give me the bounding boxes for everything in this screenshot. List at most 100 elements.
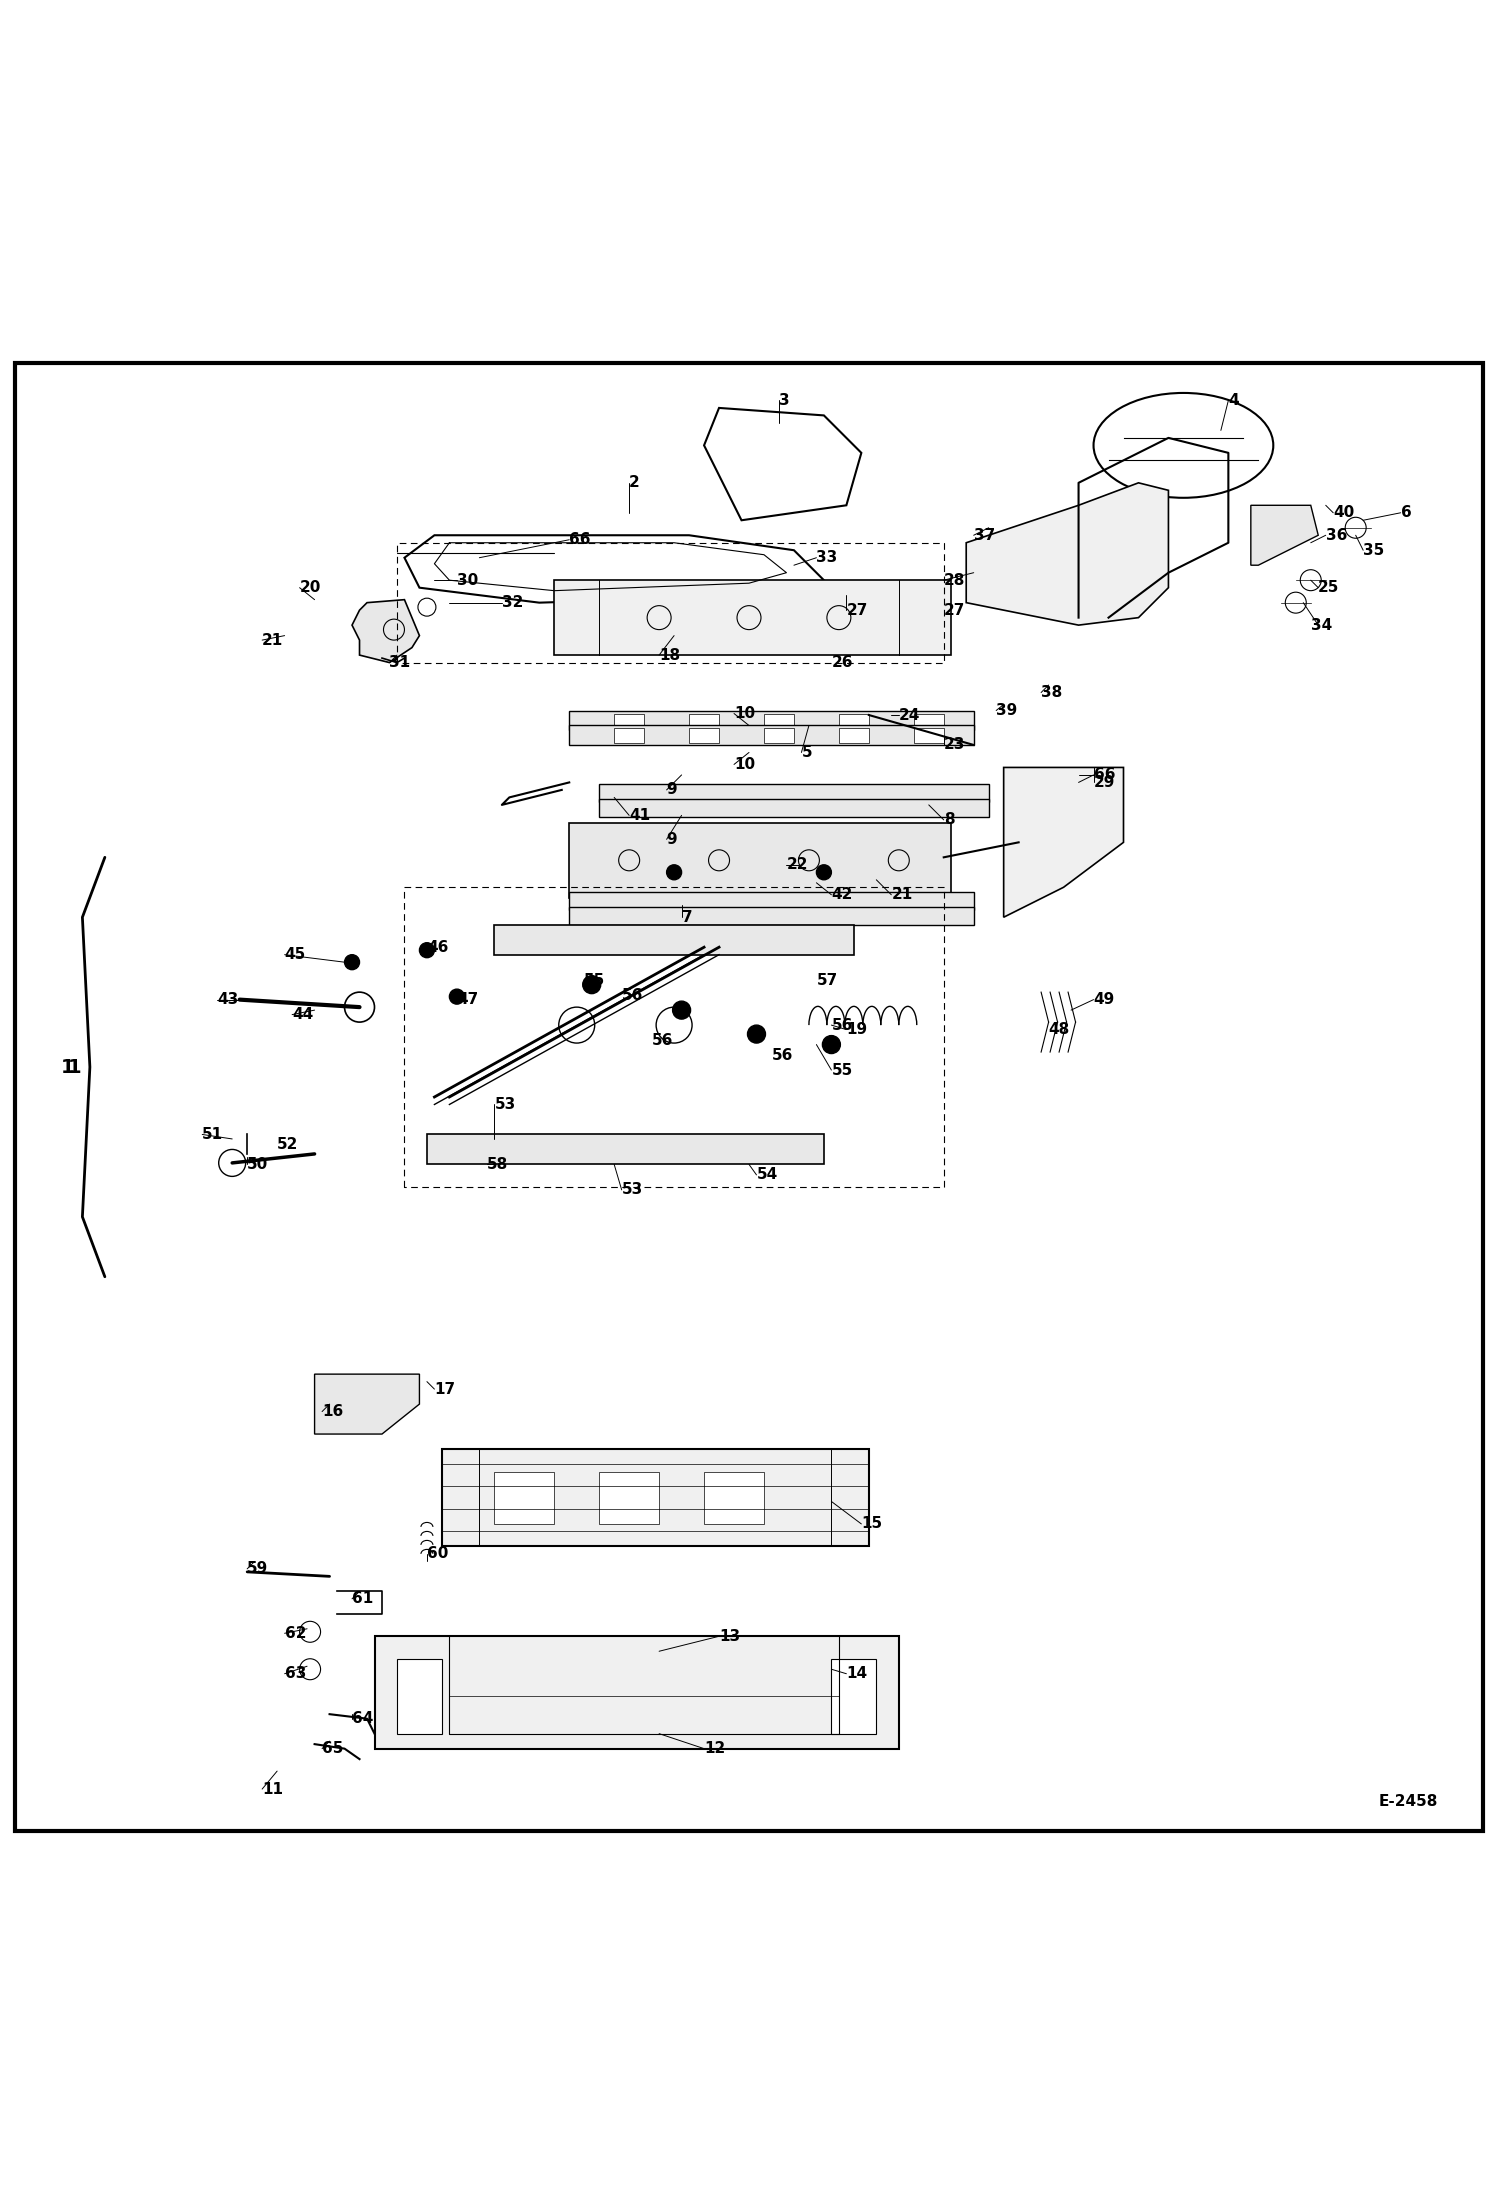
Text: 9: 9 [667, 832, 677, 847]
FancyBboxPatch shape [614, 728, 644, 744]
FancyBboxPatch shape [839, 713, 869, 728]
FancyBboxPatch shape [689, 713, 719, 728]
Circle shape [667, 864, 682, 880]
Polygon shape [966, 483, 1168, 625]
Circle shape [419, 943, 434, 959]
Text: 26: 26 [831, 656, 852, 669]
FancyBboxPatch shape [599, 1472, 659, 1525]
Text: 29: 29 [1094, 774, 1115, 790]
Polygon shape [704, 408, 861, 520]
Polygon shape [599, 799, 989, 816]
Text: 2: 2 [629, 476, 640, 489]
Circle shape [449, 989, 464, 1005]
Text: 22: 22 [786, 858, 807, 873]
Text: 50: 50 [247, 1156, 268, 1172]
Text: 37: 37 [974, 529, 995, 542]
Text: 57: 57 [816, 972, 837, 987]
Polygon shape [352, 599, 419, 663]
Text: 45: 45 [285, 948, 306, 963]
Text: 33: 33 [816, 551, 837, 566]
Text: 60: 60 [427, 1547, 448, 1562]
Text: 36: 36 [1326, 529, 1347, 542]
Text: 66: 66 [569, 533, 590, 546]
Text: 13: 13 [719, 1628, 740, 1643]
Polygon shape [569, 906, 974, 924]
Polygon shape [442, 1448, 869, 1547]
FancyBboxPatch shape [839, 728, 869, 744]
Circle shape [822, 1036, 840, 1053]
Text: 49: 49 [1094, 992, 1115, 1007]
Polygon shape [494, 924, 854, 954]
Text: 53: 53 [622, 1183, 643, 1198]
Text: 1: 1 [60, 1058, 75, 1077]
Text: 28: 28 [944, 573, 965, 588]
Circle shape [748, 1025, 765, 1042]
Text: 15: 15 [861, 1516, 882, 1531]
Text: 62: 62 [285, 1626, 306, 1641]
Polygon shape [1251, 505, 1318, 566]
Polygon shape [374, 1637, 899, 1749]
Text: 21: 21 [262, 632, 283, 647]
Text: 34: 34 [1311, 619, 1332, 632]
Text: 3: 3 [779, 393, 789, 408]
Text: 23: 23 [944, 737, 965, 753]
FancyBboxPatch shape [764, 728, 794, 744]
Ellipse shape [1094, 393, 1273, 498]
Circle shape [345, 954, 360, 970]
Text: 48: 48 [1049, 1022, 1070, 1038]
Text: 55: 55 [831, 1062, 852, 1077]
FancyBboxPatch shape [831, 1659, 876, 1733]
Text: 16: 16 [322, 1404, 343, 1420]
Text: 6: 6 [1401, 505, 1411, 520]
Text: 25: 25 [1318, 579, 1339, 595]
Circle shape [656, 1007, 692, 1042]
Polygon shape [1004, 768, 1124, 917]
Text: 7: 7 [682, 911, 692, 924]
Text: 46: 46 [427, 939, 448, 954]
FancyBboxPatch shape [494, 1472, 554, 1525]
Text: E-2458: E-2458 [1378, 1792, 1438, 1808]
Text: 59: 59 [247, 1562, 268, 1575]
Text: 65: 65 [322, 1742, 343, 1755]
Polygon shape [427, 1134, 824, 1165]
FancyBboxPatch shape [397, 1659, 442, 1733]
Text: 14: 14 [846, 1665, 867, 1681]
Text: 53: 53 [494, 1097, 515, 1112]
Text: 11: 11 [262, 1782, 283, 1797]
Text: 10: 10 [734, 757, 755, 772]
FancyBboxPatch shape [704, 1472, 764, 1525]
Text: 54: 54 [756, 1167, 777, 1183]
Text: 20: 20 [300, 579, 321, 595]
Text: 63: 63 [285, 1665, 306, 1681]
Text: 51: 51 [202, 1128, 223, 1141]
Text: 47: 47 [457, 992, 478, 1007]
Polygon shape [554, 579, 951, 656]
Polygon shape [569, 726, 974, 746]
Text: 4: 4 [1228, 393, 1239, 408]
Text: 56: 56 [652, 1033, 673, 1047]
Text: 31: 31 [389, 656, 410, 669]
Text: 8: 8 [944, 812, 954, 827]
Circle shape [583, 976, 601, 994]
Text: 35: 35 [1363, 542, 1384, 557]
Text: 44: 44 [292, 1007, 313, 1022]
FancyBboxPatch shape [15, 362, 1483, 1832]
Polygon shape [404, 535, 824, 603]
Text: 66: 66 [1094, 768, 1115, 783]
Text: 1: 1 [67, 1058, 81, 1077]
Text: 41: 41 [629, 807, 650, 823]
Text: 27: 27 [944, 603, 965, 619]
Text: 42: 42 [831, 886, 852, 902]
Text: 56: 56 [622, 987, 643, 1003]
Polygon shape [315, 1373, 419, 1435]
Text: 27: 27 [846, 603, 867, 619]
FancyBboxPatch shape [764, 713, 794, 728]
Circle shape [816, 864, 831, 880]
Text: 10: 10 [734, 706, 755, 722]
Text: 40: 40 [1333, 505, 1354, 520]
Text: 18: 18 [659, 647, 680, 663]
Text: 9: 9 [667, 783, 677, 796]
Text: 58: 58 [487, 1156, 508, 1172]
Polygon shape [599, 783, 989, 801]
Circle shape [673, 1000, 691, 1018]
